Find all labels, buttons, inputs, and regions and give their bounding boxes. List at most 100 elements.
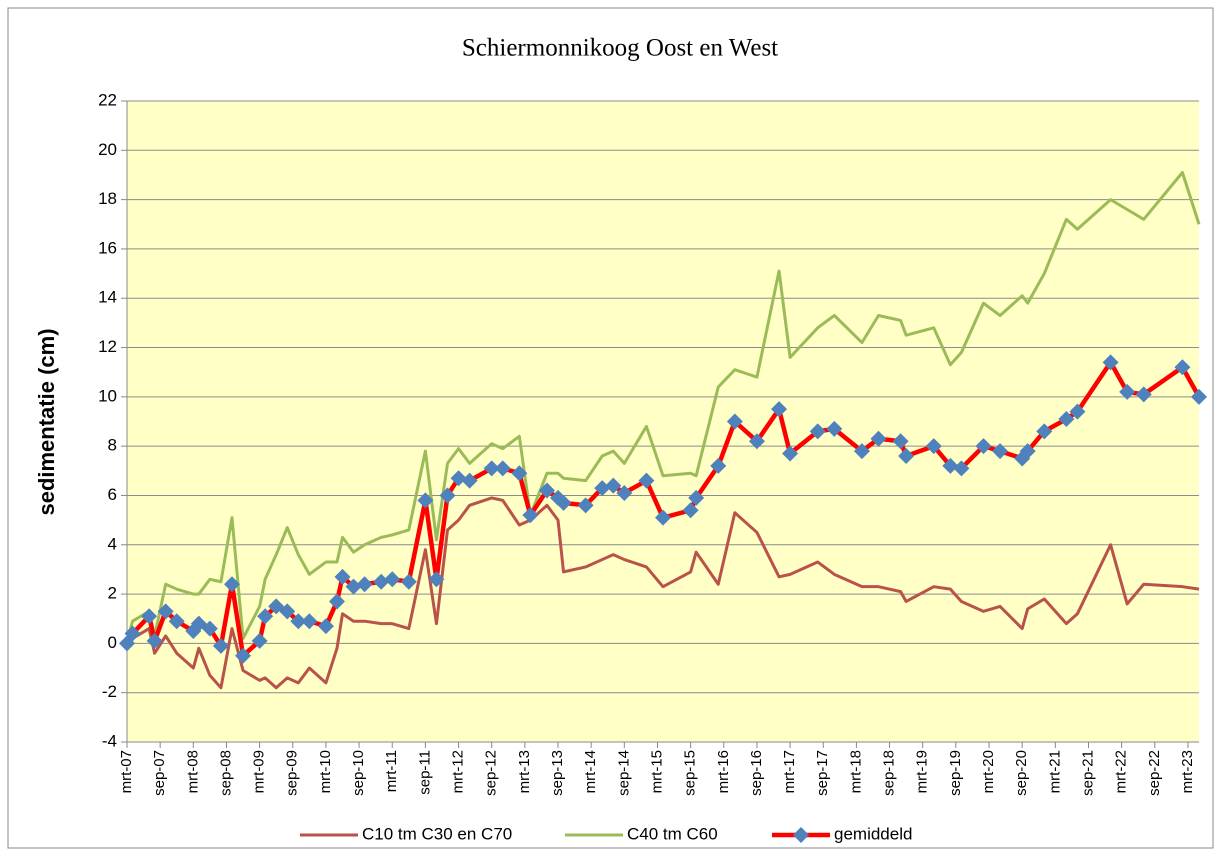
marker (1119, 383, 1136, 400)
marker (898, 448, 915, 465)
marker (953, 460, 970, 477)
x-tick-label: mrt-18 (847, 750, 864, 793)
marker (925, 438, 942, 455)
x-tick-label: sep-09 (284, 750, 301, 796)
marker (726, 413, 743, 430)
x-tick-label: sep-17 (814, 750, 831, 796)
y-tick-label: 8 (108, 436, 117, 455)
series-line (125, 170, 1201, 644)
marker (992, 443, 1009, 460)
marker (124, 625, 141, 642)
marker (826, 420, 843, 437)
x-tick-label: mrt-14 (582, 750, 599, 793)
marker (223, 576, 240, 593)
x-tick-label: sep-07 (151, 750, 168, 796)
y-tick-label: 14 (98, 288, 117, 307)
y-tick-label: 0 (108, 633, 117, 652)
marker (157, 603, 174, 620)
marker (146, 632, 163, 649)
marker (345, 578, 362, 595)
x-tick-label: sep-19 (947, 750, 964, 796)
marker (605, 477, 622, 494)
marker (356, 576, 373, 593)
y-tick-label: -4 (102, 731, 117, 750)
y-tick-label: 12 (98, 337, 117, 356)
x-tick-label: sep-21 (1079, 750, 1096, 796)
marker (1036, 423, 1053, 440)
marker (616, 484, 633, 501)
x-tick-label: mrt-11 (383, 750, 400, 792)
marker (655, 509, 671, 526)
y-tick-label: -2 (102, 682, 117, 701)
x-tick-label: mrt-17 (781, 750, 798, 793)
x-tick-label: mrt-12 (450, 750, 467, 793)
marker (892, 433, 909, 450)
marker (439, 487, 456, 504)
marker (1058, 411, 1075, 428)
x-tick-label: mrt-13 (516, 750, 533, 793)
marker (450, 470, 467, 487)
marker (301, 613, 318, 630)
legend-label: C10 tm C30 en C70 (362, 824, 512, 843)
x-tick-label: mrt-15 (648, 750, 665, 793)
legend-label: C40 tm C60 (627, 824, 718, 843)
marker (522, 507, 539, 524)
x-tick-label: sep-22 (1146, 750, 1163, 796)
marker (577, 497, 594, 514)
chart-title: Schiermonnikoog Oost en West (462, 35, 778, 62)
marker (688, 489, 705, 506)
x-tick-label: mrt-20 (980, 750, 997, 793)
marker (511, 465, 528, 482)
marker (279, 603, 296, 620)
marker (251, 632, 268, 649)
marker (710, 457, 727, 474)
y-tick-label: 18 (98, 189, 117, 208)
marker (809, 423, 826, 440)
x-tick-label: mrt-23 (1179, 750, 1196, 793)
x-tick-label: mrt-16 (715, 750, 732, 793)
marker (494, 460, 511, 477)
series-line (126, 496, 1200, 690)
marker (168, 613, 185, 630)
marker (594, 480, 611, 497)
marker (1174, 359, 1191, 376)
x-tick-label: sep-14 (615, 750, 632, 796)
marker (290, 613, 307, 630)
x-tick-label: sep-16 (748, 750, 765, 796)
marker (1102, 354, 1119, 371)
marker (417, 492, 434, 509)
marker (1019, 443, 1036, 460)
x-tick-label: sep-20 (1013, 750, 1030, 796)
x-tick-label: mrt-08 (184, 750, 201, 793)
marker (538, 482, 555, 499)
plot-area (127, 101, 1199, 742)
marker (317, 618, 334, 635)
y-tick-label: 22 (98, 90, 117, 109)
marker (942, 457, 959, 474)
x-tick-label: mrt-09 (251, 750, 268, 793)
marker (638, 472, 655, 489)
y-tick-label: 2 (108, 584, 117, 603)
marker (975, 438, 992, 455)
x-tick-label: sep-13 (549, 750, 566, 796)
x-tick-label: sep-08 (217, 750, 234, 796)
marker (1191, 388, 1207, 405)
marker (334, 568, 351, 585)
x-tick-label: mrt-07 (118, 750, 135, 793)
marker (1014, 450, 1031, 467)
marker (257, 608, 274, 625)
y-tick-label: 10 (98, 386, 117, 405)
legend-marker (793, 827, 809, 843)
marker (1135, 386, 1152, 403)
marker (141, 608, 158, 625)
marker (235, 647, 252, 664)
marker (461, 472, 478, 489)
x-tick-label: mrt-21 (1046, 750, 1063, 793)
marker (483, 460, 500, 477)
marker (384, 571, 401, 588)
y-tick-label: 20 (98, 140, 117, 159)
marker (748, 433, 765, 450)
marker (555, 494, 572, 511)
